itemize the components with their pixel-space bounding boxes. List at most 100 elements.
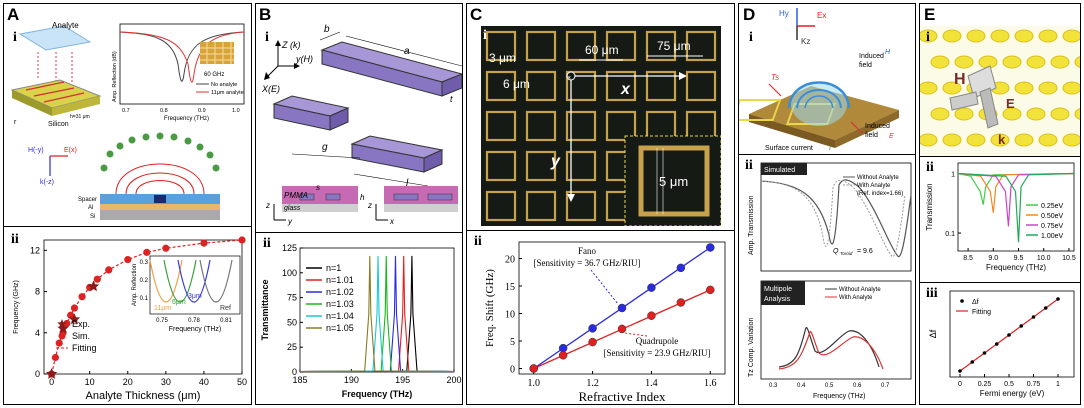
c-series-point xyxy=(558,343,568,353)
b-x-tick-label: 195 xyxy=(395,375,410,385)
a-sim-point xyxy=(63,319,71,328)
field-e-label: E(x) xyxy=(64,147,77,154)
e2-x-tick-label: 10.0 xyxy=(1037,255,1051,262)
a-inset-curve xyxy=(177,259,211,303)
a-sim-point xyxy=(51,353,60,362)
a-legend-exp-marker xyxy=(57,319,67,328)
c-y-tick-label: 5 xyxy=(510,337,515,348)
e3-xlabel: Fermi energy (eV) xyxy=(980,389,1045,398)
c-series-point xyxy=(617,303,627,313)
b-y-tick-label: 75 xyxy=(287,293,297,303)
e3-x-tick-label: 1 xyxy=(1056,381,1060,388)
c-ylabel: Freq. Shift (GHz) xyxy=(484,269,496,347)
field-h-label-e: H xyxy=(954,71,966,88)
b-ylabel: Transmittance xyxy=(260,279,270,340)
a-inset-curve xyxy=(149,259,183,303)
b-legend-label: n=1.04 xyxy=(326,311,354,321)
a-sim-point xyxy=(70,304,79,312)
cs-y-label: y xyxy=(287,217,293,226)
analyte-sheet xyxy=(18,25,92,51)
b-x-tick-label: 200 xyxy=(446,375,461,385)
a-exp-point xyxy=(87,280,100,292)
chart-e-iii: 0 0.25 0.5 0.75 1 Fermi energy (eV) Δf Δf Fittin… xyxy=(928,290,1075,398)
dim-s-label: s xyxy=(316,183,320,192)
b-legend-label: n=1.05 xyxy=(326,323,354,333)
c-series-point xyxy=(529,364,538,373)
e2-x-tick-label: 9.5 xyxy=(1014,255,1024,262)
pmma-label: PMMA xyxy=(284,191,308,200)
c-fano-arrow xyxy=(590,269,619,305)
al-label: Al xyxy=(88,205,93,211)
c-y-tick-label: 15 xyxy=(505,282,515,293)
dim-3um-label: 3 μm xyxy=(489,51,516,65)
sim-legend-without: Without Analyte xyxy=(857,175,899,181)
e3-data-point xyxy=(970,360,975,364)
a-exp-point xyxy=(57,322,69,334)
panel-a-top-illustration: Analyte Silicon h=31 μm r 60 GHz No anal… xyxy=(10,21,245,220)
sim-ylabel: Amp. Transmission xyxy=(748,195,755,255)
field-axes-icon: H(-y) E(x) k(-z) xyxy=(28,147,77,186)
si-label: Si xyxy=(90,214,95,220)
c-series-point xyxy=(588,324,597,333)
induced-e-label: Induced xyxy=(865,123,890,130)
dim-5um-label: 5 μm xyxy=(659,174,688,189)
panel-letter-d: D xyxy=(743,5,756,24)
dim-g-label: g xyxy=(322,142,328,153)
e2-plot-frame xyxy=(957,162,1075,252)
induced-e-field-label: field xyxy=(865,132,878,139)
kz-label: Kz xyxy=(801,37,810,46)
a-inset-y-tick: 0.3 xyxy=(140,260,149,266)
svg-text:×: × xyxy=(567,75,571,82)
chart-e-ii: 8.5 9.0 9.5 10.0 10.5 0.1 1 Frequency (THz) Tran… xyxy=(925,162,1076,272)
a-inset-label-11: 11μm xyxy=(154,305,171,312)
subpanel-label-c-ii: ii xyxy=(474,234,482,249)
e3-plot-frame xyxy=(949,290,1075,378)
a-y-tick-label: 4 xyxy=(35,328,40,338)
multi-tag: Multipole xyxy=(764,286,792,293)
a-inset-x-tick: 0.81 xyxy=(220,318,232,324)
a-sim-point xyxy=(162,244,170,252)
dim-t-label: t xyxy=(450,94,453,104)
dim-l-label: l xyxy=(406,178,409,189)
panel-b: B i Z (k) y(H) X(E) b a t g l xyxy=(255,3,463,405)
axis-z-label: Z (k) xyxy=(281,40,301,50)
e3-x-tick-label: 0.75 xyxy=(1027,381,1041,388)
e3-x-tick-label: 0 xyxy=(958,381,962,388)
e3-data-point xyxy=(1019,324,1024,328)
subpanel-label-b-ii: ii xyxy=(263,236,271,251)
panel-letter-c: C xyxy=(470,5,483,24)
a-sim-point xyxy=(124,255,132,264)
a-inset-label-6: 6μm xyxy=(172,299,186,306)
multi-legend-without: Without Analyte xyxy=(839,287,881,293)
e3-data-point xyxy=(982,351,987,355)
e2-x-tick-label: 8.5 xyxy=(963,255,973,262)
e2-xlabel: Frequency (THz) xyxy=(986,263,1046,272)
multi-curve-without xyxy=(778,327,880,368)
surface-current-label: Surface current xyxy=(765,145,813,152)
a-sim-point xyxy=(67,311,75,319)
chart-d-ii: Simulated Without Analyte With Analyte (… xyxy=(748,162,912,400)
dim-6um-label: 6 μm xyxy=(503,77,530,91)
a-sim-point xyxy=(143,248,151,256)
e3-x-tick-label: 0.25 xyxy=(978,381,992,388)
b-y-tick-label: 25 xyxy=(287,342,297,352)
a-sim-point xyxy=(200,239,208,247)
a-top-tick-2: 0.9 xyxy=(198,108,206,114)
svg-text:H: H xyxy=(885,49,891,56)
a-inset-y-tick: 0.2 xyxy=(140,278,149,284)
e3-legend-fit: Fitting xyxy=(972,309,991,316)
c-series-point xyxy=(706,285,715,295)
e3-data-point xyxy=(1007,333,1011,337)
subpanel-label-a-ii: ii xyxy=(11,232,19,247)
subpanel-label-b-i: i xyxy=(265,30,269,45)
b-y-tick-label: 0 xyxy=(292,367,297,377)
e2-x-tick-label: 9.0 xyxy=(988,255,998,262)
b-y-tick-label: 125 xyxy=(282,243,297,253)
q-value-label: = 9.6 xyxy=(857,248,873,255)
e2-y-tick-label: 1 xyxy=(951,171,955,178)
chart-a-ii: 0 10 20 30 40 50 0 4 8 12 Analyte Thickness (μm) Fr… xyxy=(13,236,247,402)
axis-x-label-c: x xyxy=(620,81,631,98)
a-exp-point xyxy=(45,368,58,379)
induced-h-field-label: field xyxy=(859,62,872,69)
c-plot-frame xyxy=(518,241,726,375)
